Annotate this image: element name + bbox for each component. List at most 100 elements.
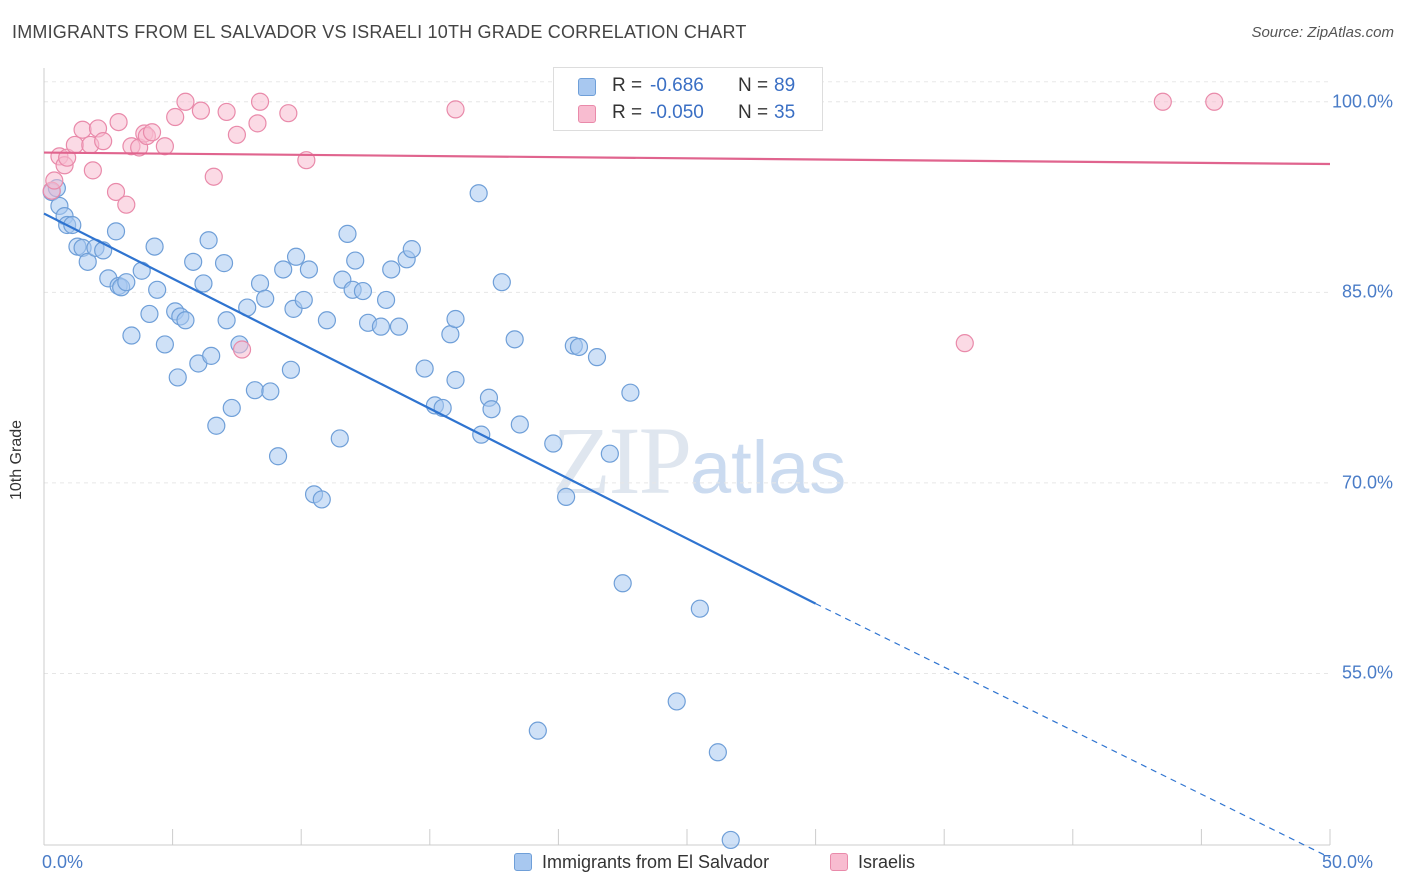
data-point (217, 102, 236, 122)
data-point (245, 381, 265, 400)
trend-line-extension (815, 603, 1331, 859)
y-tick-label: 70.0% (1341, 472, 1393, 493)
data-point (346, 251, 365, 270)
data-point (184, 252, 203, 271)
source-credit: Source: ZipAtlas.com (1251, 24, 1394, 41)
legend-n-label: N = (738, 102, 769, 123)
y-tick-label: 55.0% (1341, 662, 1393, 683)
data-point (505, 330, 524, 349)
data-point (78, 252, 97, 271)
legend-swatch-el-salvador (578, 78, 596, 96)
data-point (613, 574, 632, 593)
legend-r-label: R = (612, 102, 643, 123)
data-point (142, 123, 162, 142)
data-point (528, 721, 547, 740)
data-point (469, 184, 488, 203)
trend-line (43, 151, 1331, 166)
data-point (955, 334, 974, 353)
data-point (492, 273, 511, 292)
data-point (371, 317, 391, 336)
data-point (250, 92, 270, 111)
data-point (261, 382, 280, 401)
data-point (222, 398, 241, 418)
data-point (279, 104, 298, 123)
axes (43, 68, 1331, 846)
data-point (148, 280, 167, 299)
data-point (117, 195, 136, 214)
data-point (415, 359, 434, 378)
bottom-legend-swatch-el-salvador (514, 853, 532, 871)
data-point (106, 222, 126, 241)
data-point (382, 260, 401, 279)
legend-r-value: -0.050 (650, 102, 704, 123)
data-point (256, 289, 275, 308)
data-point (227, 125, 246, 144)
data-point (176, 311, 195, 330)
data-point (376, 290, 396, 310)
data-point (621, 383, 640, 402)
data-point (708, 743, 727, 762)
data-point (199, 231, 218, 250)
data-point (600, 444, 619, 463)
data-point (1153, 92, 1172, 111)
bottom-legend-swatch-israelis (830, 853, 848, 871)
y-tick-label: 85.0% (1341, 281, 1393, 302)
data-point (482, 400, 501, 419)
data-point (569, 337, 589, 357)
data-point (667, 692, 686, 711)
data-point (106, 182, 126, 202)
data-point (510, 415, 529, 434)
y-tick-label: 100.0% (1331, 91, 1393, 112)
data-point (166, 107, 185, 127)
data-point (83, 161, 102, 180)
data-point (176, 92, 195, 111)
data-point (155, 335, 174, 354)
data-point (191, 101, 210, 120)
data-point (109, 112, 128, 132)
bottom-legend-el-salvador: Immigrants from El Salvador (514, 852, 769, 873)
data-point (312, 490, 331, 509)
data-point (194, 274, 213, 293)
data-point (155, 137, 174, 156)
data-point (286, 247, 306, 266)
data-point (544, 434, 563, 453)
legend-r-label: R = (612, 75, 643, 96)
data-point (721, 830, 740, 850)
grid-lines (44, 81, 1330, 674)
data-point (202, 346, 221, 365)
data-point (214, 254, 234, 273)
data-point (274, 260, 293, 279)
data-point (317, 311, 337, 330)
data-point (207, 416, 226, 435)
data-point (232, 340, 252, 359)
chart-title: IMMIGRANTS FROM EL SALVADOR VS ISRAELI 1… (12, 22, 747, 42)
data-point (268, 447, 288, 466)
data-point (690, 599, 709, 618)
data-point (45, 171, 64, 190)
data-point (204, 167, 223, 186)
data-point (299, 260, 319, 279)
y-axis-label: 10th Grade (8, 419, 25, 501)
data-point (65, 135, 84, 155)
watermark: ZIPatlas (552, 405, 846, 516)
data-point (94, 132, 113, 151)
series-israelis-points (42, 92, 1224, 359)
data-point (140, 304, 159, 324)
trend-line (43, 212, 817, 605)
data-point (1205, 92, 1224, 111)
data-point (389, 317, 409, 336)
data-point (402, 240, 421, 259)
data-point (281, 360, 301, 379)
data-point (294, 290, 313, 310)
data-point (73, 120, 92, 139)
data-point (248, 114, 267, 133)
legend-n-value: 89 (774, 75, 796, 96)
watermark-atlas: atlas (690, 426, 847, 509)
data-point (168, 368, 187, 387)
trend-lines (43, 151, 1331, 859)
x-tick-label-max: 50.0% (1322, 852, 1374, 872)
legend-n-label: N = (738, 75, 769, 96)
data-point (446, 100, 465, 119)
data-point (217, 311, 236, 330)
